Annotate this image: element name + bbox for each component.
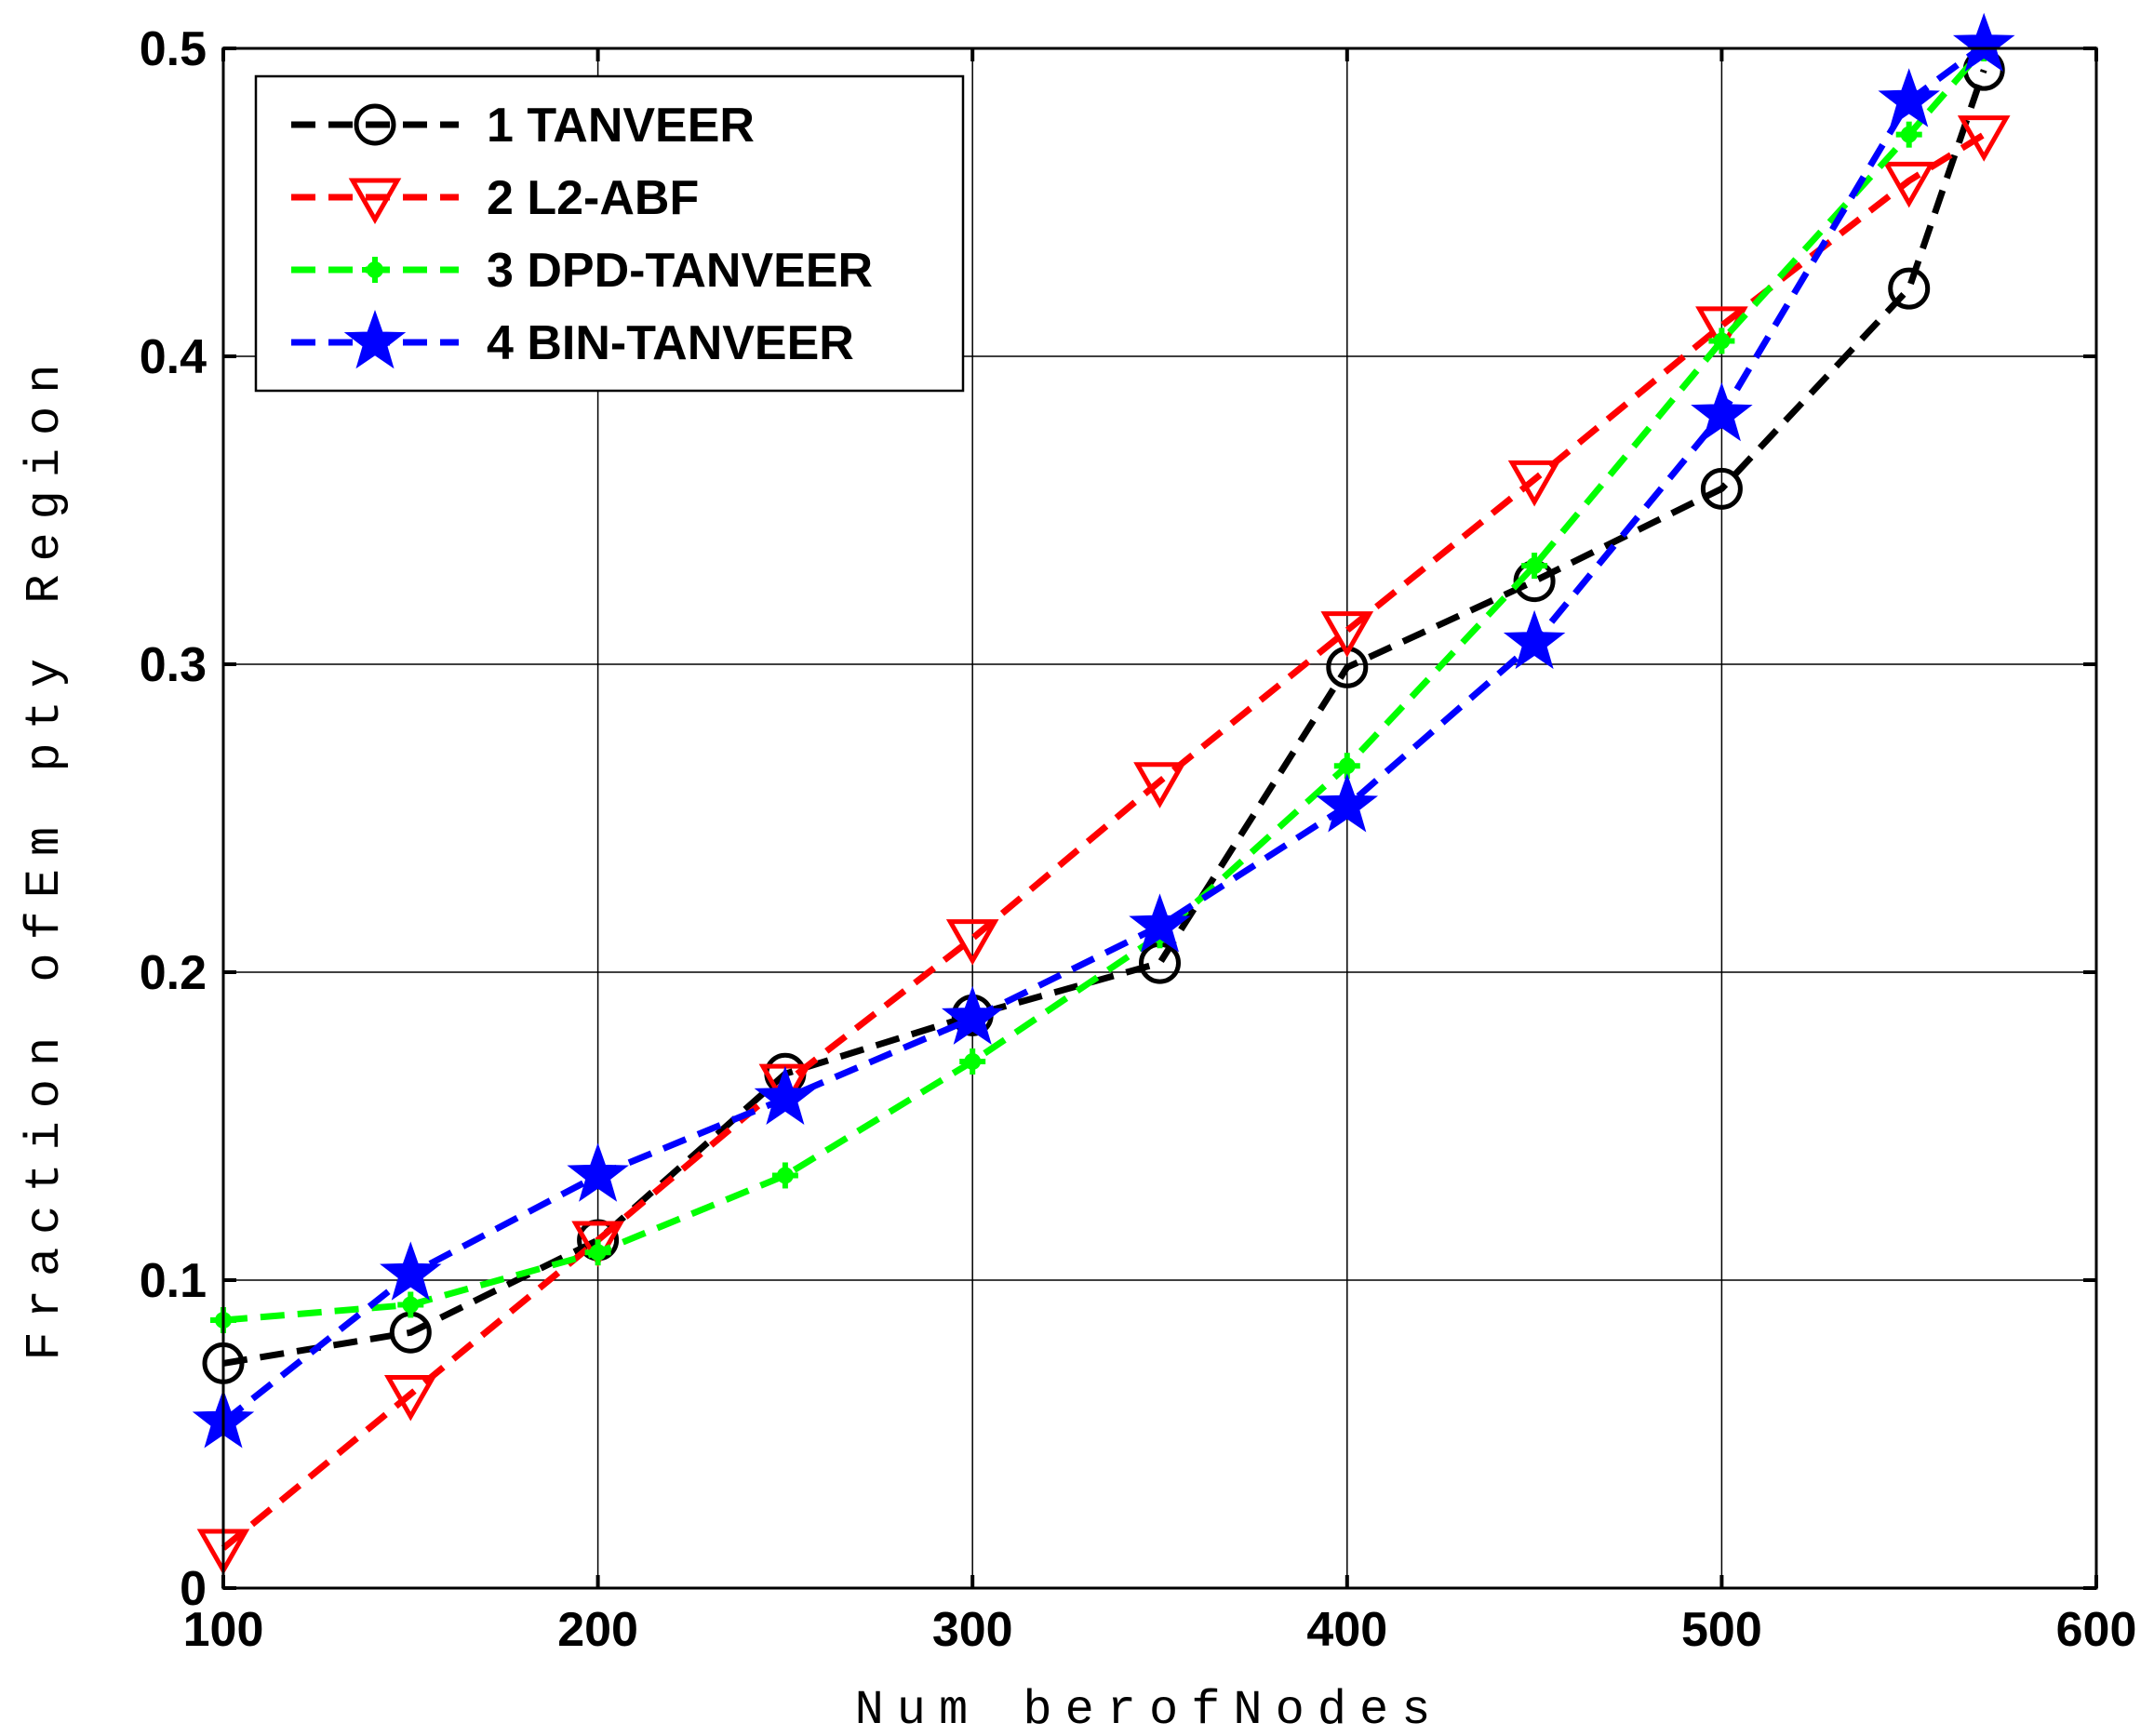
data-point bbox=[584, 1239, 611, 1266]
legend-marker bbox=[362, 257, 388, 283]
series-group bbox=[192, 12, 2015, 1576]
series-2 bbox=[196, 115, 2011, 1576]
x-axis-title: Num berofNodes bbox=[855, 1683, 1444, 1731]
data-point bbox=[571, 1221, 624, 1268]
grid bbox=[223, 48, 2096, 1588]
marker-dot bbox=[1713, 332, 1731, 350]
y-tick-label: 0.1 bbox=[140, 1254, 207, 1308]
data-point bbox=[1507, 460, 1561, 507]
marker-dot bbox=[367, 261, 383, 278]
x-tick-label: 300 bbox=[932, 1603, 1013, 1657]
legend: 1 TANVEER 2 L2-ABF 3 DPD-TANVEER 4 BIN-TANV… bbox=[254, 74, 965, 393]
y-tick-label: 0.2 bbox=[140, 946, 207, 1000]
data-point bbox=[959, 1048, 986, 1075]
data-point bbox=[941, 985, 1004, 1045]
y-tick-label: 0.4 bbox=[140, 330, 207, 384]
legend-entry: 2 L2-ABF bbox=[291, 171, 699, 225]
legend-marker bbox=[348, 178, 402, 225]
data-point bbox=[1957, 115, 2011, 162]
data-point bbox=[567, 1142, 629, 1202]
axes bbox=[221, 47, 2098, 1590]
marker-dot bbox=[964, 1052, 982, 1070]
legend-entry: 3 DPD-TANVEER bbox=[291, 244, 873, 298]
legend-entry: 4 BIN-TANVEER bbox=[291, 309, 854, 370]
marker-dot bbox=[1338, 757, 1356, 775]
data-point bbox=[1316, 773, 1379, 833]
x-tick-label: 600 bbox=[2056, 1603, 2137, 1657]
data-point bbox=[754, 1065, 817, 1126]
data-point bbox=[1139, 941, 1181, 984]
data-point bbox=[1320, 611, 1374, 658]
data-point bbox=[1133, 762, 1186, 808]
legend-marker bbox=[354, 103, 396, 146]
marker-dot bbox=[1900, 126, 1918, 143]
data-point bbox=[1129, 893, 1191, 953]
tick-labels: 100 200 300 400 500 600 0 0.1 0.2 0.3 0.4 0.5 bbox=[140, 22, 2137, 1657]
marker-dot bbox=[402, 1296, 420, 1314]
y-tick-label: 0 bbox=[180, 1562, 207, 1616]
marker-dot bbox=[1526, 557, 1544, 575]
legend-marker bbox=[343, 309, 407, 369]
series-4 bbox=[192, 12, 2015, 1449]
marker-dot bbox=[589, 1244, 607, 1262]
data-point bbox=[1700, 467, 1743, 510]
x-tick-label: 400 bbox=[1306, 1603, 1387, 1657]
data-point bbox=[1691, 381, 1753, 442]
y-tick-label: 0.5 bbox=[140, 22, 207, 76]
data-point bbox=[1878, 68, 1940, 127]
legend-entry: 1 TANVEER bbox=[291, 99, 755, 153]
x-tick-label: 200 bbox=[557, 1603, 638, 1657]
data-point bbox=[1503, 609, 1566, 670]
data-point bbox=[397, 1291, 424, 1318]
data-point bbox=[1708, 327, 1735, 354]
series-line bbox=[222, 46, 1987, 1324]
data-point bbox=[1895, 121, 1922, 148]
legend-label: 1 TANVEER bbox=[487, 99, 755, 153]
data-point bbox=[1952, 12, 2015, 73]
legend-label: 4 BIN-TANVEER bbox=[487, 316, 854, 370]
marker-dot bbox=[776, 1167, 794, 1184]
series-line bbox=[221, 131, 1987, 1551]
data-point bbox=[380, 1241, 442, 1301]
y-tick-label: 0.3 bbox=[140, 638, 207, 692]
x-tick-label: 100 bbox=[183, 1603, 264, 1657]
data-point bbox=[771, 1162, 798, 1189]
data-point bbox=[1882, 161, 1936, 208]
plot-frame bbox=[221, 47, 2098, 1590]
data-point bbox=[1888, 267, 1931, 310]
legend-label: 3 DPD-TANVEER bbox=[487, 244, 873, 298]
x-tick-label: 500 bbox=[1681, 1603, 1762, 1657]
data-point bbox=[383, 1374, 437, 1422]
data-point bbox=[1521, 553, 1548, 580]
y-axis-title: Fraction ofEm pty Region bbox=[18, 352, 73, 1361]
legend-label: 2 L2-ABF bbox=[487, 171, 699, 225]
data-point bbox=[945, 919, 999, 966]
